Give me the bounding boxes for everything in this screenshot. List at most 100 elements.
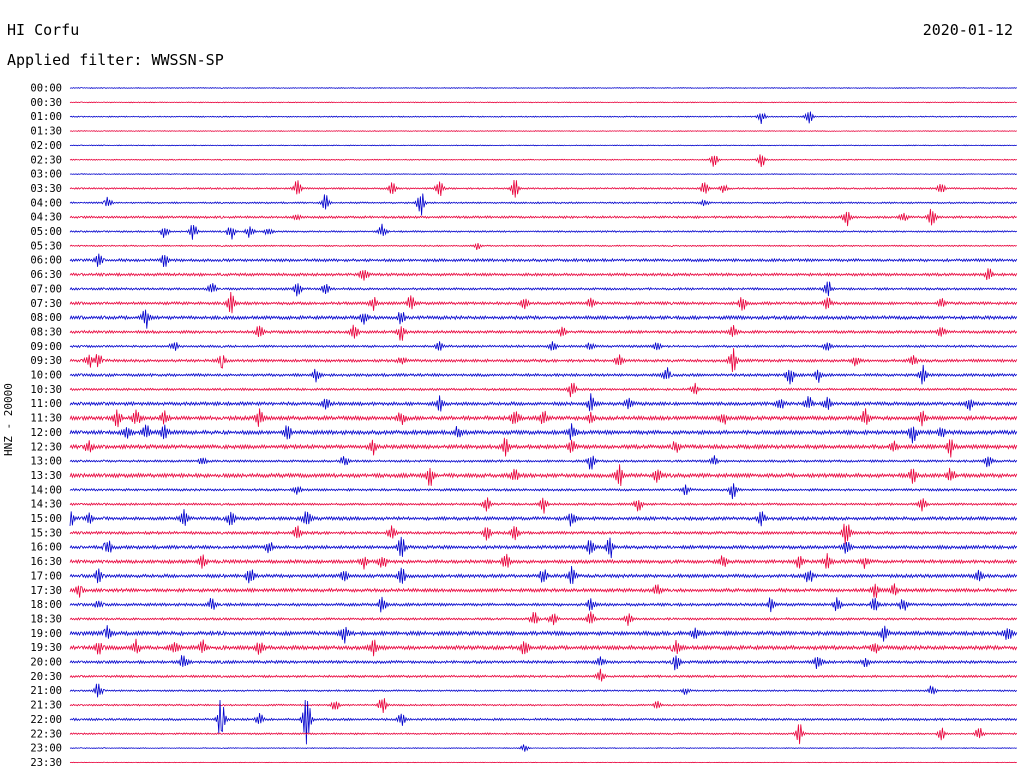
- trace-line: [69, 464, 1018, 486]
- time-tick-label: 05:00: [30, 226, 62, 238]
- time-tick-label: 02:00: [30, 140, 62, 152]
- trace-line: [69, 223, 1018, 240]
- trace-line: [69, 583, 1018, 598]
- trace-line: [69, 566, 1018, 584]
- date-label: 2020-01-12: [922, 21, 1013, 39]
- time-tick-label: 23:00: [30, 743, 62, 755]
- time-tick-label: 03:00: [30, 169, 62, 181]
- trace-line: [69, 179, 1018, 198]
- trace-line: [69, 242, 1017, 250]
- time-tick-label: 08:00: [30, 312, 62, 324]
- time-tick-label: 06:30: [30, 269, 62, 281]
- time-tick-label: 04:30: [30, 212, 62, 224]
- trace-line: [69, 382, 1018, 398]
- time-tick-label: 06:00: [30, 255, 62, 267]
- filter-label: Applied filter: WWSSN-SP: [7, 51, 224, 69]
- trace-line: [69, 408, 1018, 428]
- trace-line: [69, 761, 1017, 764]
- time-tick-label: 10:00: [30, 370, 62, 382]
- time-tick-label: 22:00: [30, 714, 62, 726]
- trace-line: [69, 655, 1018, 671]
- time-tick-label: 04:00: [30, 197, 62, 209]
- trace-line: [69, 193, 1018, 216]
- time-tick-label: 20:30: [30, 671, 62, 683]
- trace-line: [69, 208, 1018, 227]
- trace-line: [69, 253, 1018, 267]
- trace-line: [69, 101, 1017, 104]
- time-tick-label: 18:30: [30, 613, 62, 625]
- trace-line: [69, 393, 1018, 412]
- trace-line: [69, 292, 1018, 314]
- time-tick-label: 20:00: [30, 657, 62, 669]
- time-tick-label: 22:30: [30, 728, 62, 740]
- time-tick-label: 10:30: [30, 384, 62, 396]
- trace-line: [69, 683, 1018, 698]
- time-tick-label: 21:30: [30, 700, 62, 712]
- time-tick-label: 19:30: [30, 642, 62, 654]
- trace-line: [69, 324, 1018, 341]
- time-tick-label: 02:30: [30, 154, 62, 166]
- time-tick-label: 00:30: [30, 97, 62, 109]
- trace-line: [69, 144, 1017, 147]
- trace-line: [69, 638, 1018, 657]
- time-tick-label: 11:30: [30, 413, 62, 425]
- time-tick-label: 07:00: [30, 283, 62, 295]
- trace-line: [69, 523, 1018, 545]
- time-tick-label: 09:00: [30, 341, 62, 353]
- trace-line: [69, 173, 1017, 175]
- trace-line: [69, 437, 1018, 458]
- trace-line: [69, 455, 1018, 470]
- time-tick-label: 12:00: [30, 427, 62, 439]
- trace-line: [69, 111, 1018, 125]
- time-tick-label: 12:30: [30, 441, 62, 453]
- time-tick-label: 14:30: [30, 499, 62, 511]
- trace-line: [69, 364, 1018, 385]
- time-tick-label: 13:30: [30, 470, 62, 482]
- trace-line: [69, 509, 1018, 527]
- time-tick-label: 00:00: [30, 83, 62, 95]
- time-tick-label: 15:00: [30, 513, 62, 525]
- trace-line: [69, 281, 1018, 297]
- trace-line: [69, 341, 1018, 351]
- trace-line: [69, 668, 1018, 682]
- trace-line: [69, 497, 1018, 514]
- trace-line: [69, 724, 1018, 745]
- time-tick-label: 09:30: [30, 355, 62, 367]
- time-tick-label: 21:00: [30, 685, 62, 697]
- time-tick-label: 03:30: [30, 183, 62, 195]
- trace-line: [69, 596, 1018, 613]
- trace-line: [69, 536, 1018, 559]
- trace-line: [69, 625, 1018, 644]
- trace-line: [69, 87, 1017, 89]
- time-tick-label: 23:30: [30, 757, 62, 769]
- trace-line: [69, 348, 1018, 373]
- time-tick-label: 15:30: [30, 527, 62, 539]
- time-tick-label: 11:00: [30, 398, 62, 410]
- time-tick-label: 13:00: [30, 456, 62, 468]
- trace-line: [69, 423, 1018, 444]
- time-tick-label: 17:00: [30, 570, 62, 582]
- time-tick-label: 17:30: [30, 585, 62, 597]
- trace-line: [69, 483, 1018, 500]
- trace-line: [69, 744, 1017, 752]
- time-tick-label: 18:00: [30, 599, 62, 611]
- time-tick-label: 05:30: [30, 240, 62, 252]
- time-tick-label: 16:30: [30, 556, 62, 568]
- trace-line: [69, 154, 1018, 167]
- trace-line: [69, 553, 1018, 570]
- time-tick-label: 16:00: [30, 542, 62, 554]
- time-tick-label: 07:30: [30, 298, 62, 310]
- trace-line: [69, 309, 1018, 329]
- time-tick-label: 08:30: [30, 326, 62, 338]
- trace-line: [69, 700, 1018, 745]
- station-title: HI Corfu: [7, 21, 80, 39]
- time-tick-label: 01:00: [30, 111, 62, 123]
- trace-line: [69, 611, 1018, 626]
- time-tick-label: 01:30: [30, 126, 62, 138]
- trace-line: [69, 698, 1018, 713]
- trace-line: [69, 268, 1018, 281]
- trace-line: [69, 130, 1017, 132]
- time-tick-label: 14:00: [30, 484, 62, 496]
- time-tick-label: 19:00: [30, 628, 62, 640]
